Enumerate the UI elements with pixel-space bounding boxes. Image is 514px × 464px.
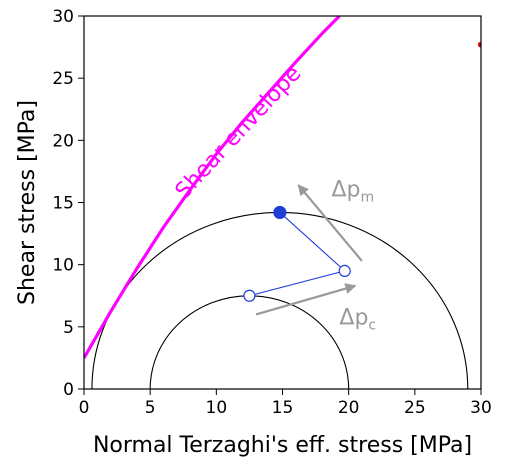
- plot-frame: [83, 15, 482, 390]
- x-tick-label: 5: [145, 398, 156, 418]
- x-tick-label: 25: [404, 398, 426, 418]
- arrow-label-c: Δpc: [339, 305, 376, 333]
- y-tick-label: 20: [52, 131, 74, 151]
- arrow-c: [255, 283, 357, 316]
- edge-marker: [478, 41, 481, 48]
- shear-envelope-line: [84, 16, 341, 359]
- x-tick-label: 30: [470, 398, 492, 418]
- shear-envelope-label: Shear envelope: [171, 61, 307, 204]
- x-tick-label: 10: [206, 398, 228, 418]
- x-axis-label: Normal Terzaghi's eff. stress [MPa]: [93, 433, 472, 458]
- y-tick-label: 15: [52, 194, 74, 214]
- x-tick-label: 0: [79, 398, 90, 418]
- arrow-label-main: Δp: [339, 305, 368, 330]
- y-tick-label: 25: [52, 69, 74, 89]
- y-tick-label: 30: [52, 7, 74, 27]
- x-tick-label: 20: [338, 398, 360, 418]
- arrow-label-subscript: m: [360, 189, 374, 205]
- arrow-label-main: Δp: [331, 177, 360, 202]
- mohr-circle: [149, 295, 350, 389]
- y-tick-label: 10: [52, 256, 74, 276]
- axis-ticks: 0 5 10 15 20 25 30 0 5 10 15 20 25 30: [52, 7, 491, 418]
- plot-shapes: [84, 16, 481, 389]
- stress-point-open: [338, 264, 351, 277]
- arrow-label-m: Δpm: [331, 177, 374, 205]
- stress-point-filled: [273, 205, 287, 220]
- x-tick-label: 15: [272, 398, 294, 418]
- arrow-label-subscript: c: [368, 317, 376, 333]
- y-axis-label: Shear stress [MPa]: [15, 100, 40, 305]
- y-tick-label: 0: [63, 380, 74, 400]
- arrow-m: [297, 184, 363, 262]
- y-tick-label: 5: [63, 318, 74, 338]
- stress-point-open: [243, 289, 256, 302]
